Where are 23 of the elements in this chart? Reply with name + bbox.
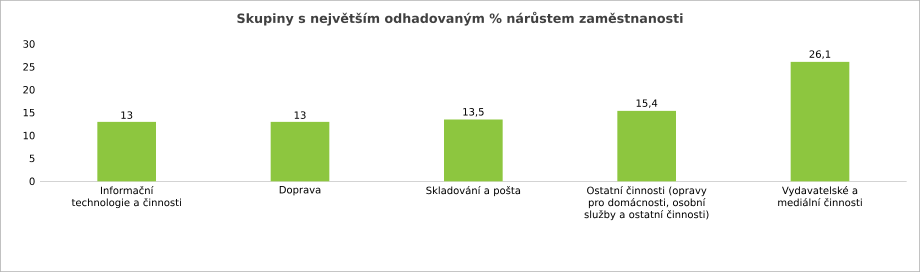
y-tick-label: 20 [23, 86, 35, 94]
y-tick-label: 10 [24, 132, 35, 140]
data-label: 26,1 [810, 50, 830, 59]
y-tick-label: 15 [24, 108, 34, 116]
data-label: 13 [121, 111, 132, 119]
bar [97, 122, 156, 182]
x-tick-label: Informační technologie a činnosti [72, 186, 181, 208]
bar [270, 122, 330, 182]
y-tick-label: 5 [30, 154, 34, 162]
data-label: 13,5 [463, 108, 484, 117]
x-tick-label: Skladování a pošta [426, 186, 520, 196]
bar [790, 62, 850, 182]
data-label: 13 [294, 111, 306, 119]
chart-title: Skupiny s největším odhadovaným % nárůstem zaměstnanosti [237, 12, 682, 26]
bar [617, 110, 676, 182]
data-label: 15,4 [636, 99, 658, 108]
bar [444, 120, 503, 182]
x-tick-label: Doprava [280, 186, 320, 196]
y-tick-label: 0 [30, 178, 35, 186]
x-tick-label: Ostatní činnosti (opravy pro domácnosti, osobní služby a ostatní činnosti) [584, 186, 708, 220]
y-tick-label: 30 [23, 40, 35, 48]
y-tick-label: 25 [23, 63, 34, 71]
x-tick-label: Vydavatelské a mediální činnosti [778, 186, 862, 206]
